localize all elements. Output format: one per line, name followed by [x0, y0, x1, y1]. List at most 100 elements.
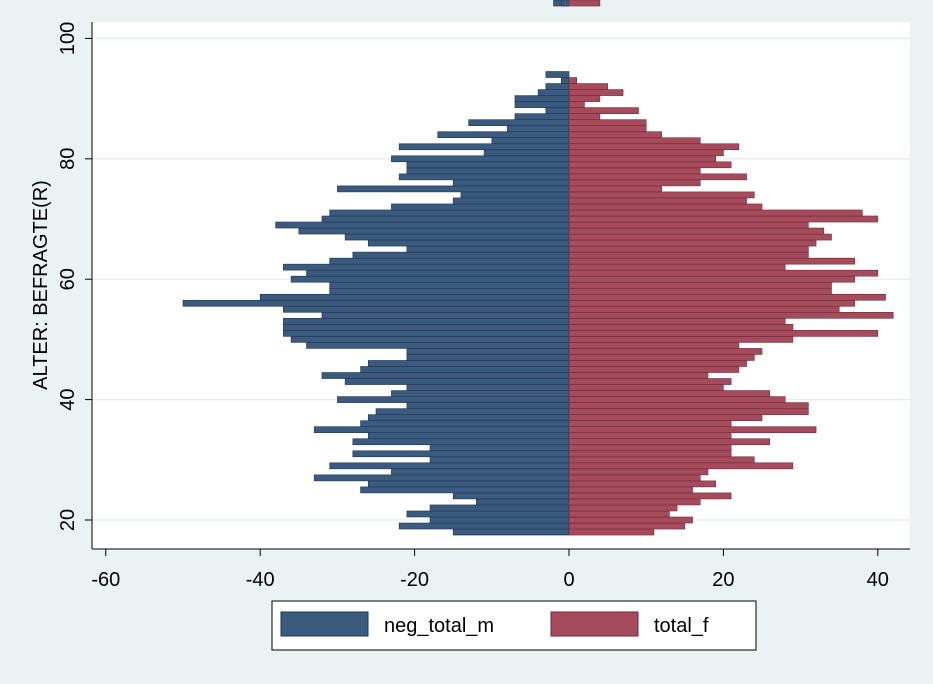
bar-total_f-age-37 [568, 414, 763, 421]
bar-total_f-age-45 [568, 366, 740, 373]
bar-neg_total_m-age-78 [406, 167, 570, 175]
bar-total_f-age-42 [568, 384, 724, 391]
bar-neg_total_m-age-48 [406, 348, 570, 355]
bar-neg_total_m-age-62 [283, 263, 570, 271]
bar-total_f-age-62 [568, 263, 786, 271]
bar-total_f-age-40 [568, 396, 786, 403]
bar-total_f-age-47 [568, 354, 755, 361]
bar-neg_total_m-age-40 [337, 396, 570, 403]
bar-neg_total_m-age-30 [429, 456, 570, 464]
bar-total_f-age-73 [568, 197, 747, 205]
bar-neg_total_m-age-88 [545, 107, 570, 114]
bar-total_f-age-63 [568, 257, 855, 265]
bar-neg_total_m-age-43 [344, 378, 570, 385]
bar-total_f-age-78 [568, 167, 701, 175]
bar-total_f-age-53 [568, 318, 786, 325]
bar-total_f-age-93 [568, 77, 578, 84]
bar-total_f-age-48 [568, 348, 763, 355]
bar-neg_total_m-age-25 [360, 486, 570, 494]
bar-total_f-age-22 [568, 504, 678, 512]
bar-total_f-age-80 [568, 155, 716, 163]
bar-neg_total_m-age-47 [406, 354, 570, 361]
bar-total_f-age-81 [568, 149, 724, 157]
bar-neg_total_m-age-50 [290, 336, 570, 343]
bar-neg_total_m-age-93 [560, 77, 570, 84]
x-tick-label: -20 [400, 569, 429, 591]
bar-total_f-age-21 [568, 510, 670, 518]
bar-neg_total_m-age-36 [360, 420, 570, 427]
bar-total_f-age-35 [568, 426, 817, 434]
bar-neg_total_m-age-67 [344, 233, 570, 241]
bar-total_f-age-84 [568, 131, 662, 139]
bar-neg_total_m-age-94 [545, 71, 570, 78]
bar-neg_total_m-age-44 [321, 372, 570, 379]
bar-total_f-age-66 [568, 239, 817, 247]
bar-neg_total_m-age-27 [313, 474, 570, 482]
bar-neg_total_m-age-46 [367, 360, 570, 367]
bar-total_f-age-71 [568, 209, 863, 217]
bar-total_f-age-57 [568, 293, 886, 301]
bar-total_f-age-30 [568, 456, 755, 464]
bar-total_f-age-86 [568, 119, 647, 126]
bar-neg_total_m-age-76 [452, 179, 570, 187]
bar-neg_total_m-age-45 [360, 366, 570, 373]
bar-total_f-age-69 [568, 221, 809, 229]
bar-neg_total_m-age-72 [391, 203, 570, 211]
bar-total_f-age-25 [568, 486, 693, 494]
bar-total_f-age-87 [568, 113, 601, 120]
bar-total_f-age-55 [568, 305, 840, 313]
y-tick-label: 40 [57, 388, 79, 410]
bar-neg_total_m-age-41 [391, 390, 570, 397]
bar-neg_total_m-age-87 [514, 113, 570, 120]
bar-total_f-age-76 [568, 179, 701, 187]
bar-neg_total_m-age-81 [483, 149, 570, 157]
bar-total_f-age-82 [568, 143, 740, 151]
bar-neg_total_m-age-23 [476, 498, 570, 506]
bar-neg_total_m-age-65 [406, 245, 570, 253]
bar-neg_total_m-age-70 [321, 215, 570, 223]
legend-swatch-male [280, 611, 369, 637]
bar-total_f-age-68 [568, 227, 825, 235]
bar-total_f-age-26 [568, 480, 716, 488]
bar-total_f-age-38 [568, 408, 809, 415]
bar-total_f-age-24 [568, 492, 732, 500]
bar-neg_total_m-age-39 [406, 402, 570, 409]
y-tick-label: 100 [57, 22, 79, 55]
bar-total_f-age-31 [568, 450, 732, 458]
bar-neg_total_m-age-20 [429, 516, 570, 524]
bar-total_f-age-65 [568, 245, 809, 253]
bar-total_f-age-83 [568, 137, 701, 145]
bar-neg_total_m-age-82 [398, 143, 570, 151]
legend-swatch-female [550, 611, 639, 637]
x-tick-label: 0 [563, 569, 574, 591]
bar-total_f-age-89 [568, 101, 585, 108]
bar-total_f-age-72 [568, 203, 763, 211]
bar-neg_total_m-age-64 [352, 251, 570, 259]
bar-total_f-age-44 [568, 372, 709, 379]
bar-neg_total_m-age-37 [367, 414, 570, 421]
bar-neg_total_m-age-undefined [560, 0, 570, 7]
bar-neg_total_m-age-80 [391, 155, 570, 163]
bar-total_f-age-52 [568, 324, 794, 331]
bar-neg_total_m-age-21 [406, 510, 570, 518]
bar-total_f-age-75 [568, 185, 662, 193]
bar-total_f-age-77 [568, 173, 747, 181]
legend-label-female: total_f [654, 615, 709, 637]
bar-neg_total_m-age-28 [391, 468, 570, 476]
bar-neg_total_m-age-84 [437, 131, 570, 139]
bar-total_f-age-70 [568, 215, 879, 223]
bar-neg_total_m-age-52 [283, 324, 570, 331]
bar-total_f-age-92 [568, 83, 608, 90]
bar-total_f-age-74 [568, 191, 755, 199]
bar-neg_total_m-age-91 [537, 89, 570, 96]
bar-neg_total_m-age-90 [514, 95, 570, 102]
bar-neg_total_m-age-57 [259, 293, 570, 301]
bar-neg_total_m-age-19 [398, 522, 570, 530]
bar-neg_total_m-age-31 [352, 450, 570, 458]
bar-total_f-age-54 [568, 312, 894, 319]
bar-neg_total_m-age-29 [329, 462, 570, 470]
bar-neg_total_m-age-61 [306, 269, 570, 277]
bar-neg_total_m-age-86 [468, 119, 570, 126]
bar-total_f-age-51 [568, 330, 879, 337]
